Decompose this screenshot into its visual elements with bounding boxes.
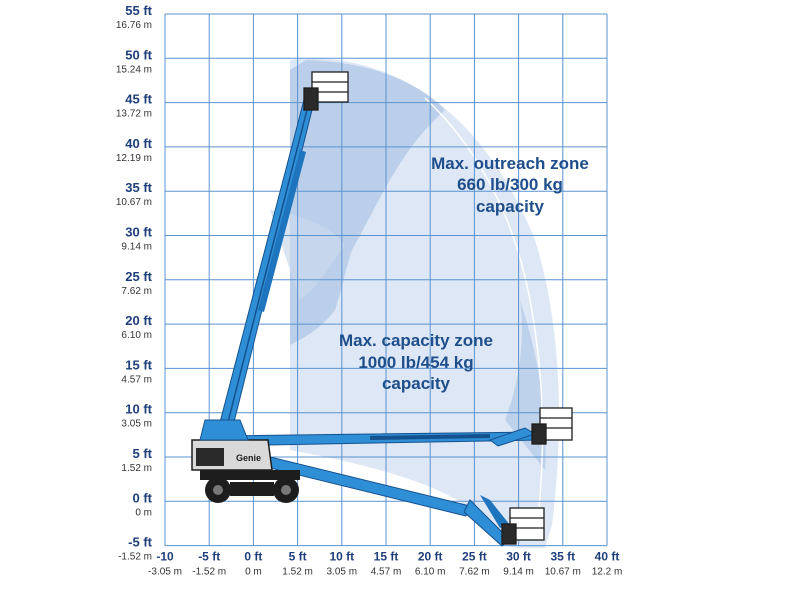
x-tick-label-m: -1.52 m	[192, 567, 226, 578]
y-tick-label-ft: 20 ft	[125, 313, 152, 328]
y-tick-label-m: 13.72 m	[116, 109, 152, 120]
capacity-zone-title: Max. capacity zone	[339, 331, 493, 350]
x-tick-label-ft: 25 ft	[462, 550, 487, 564]
working-envelope	[270, 58, 559, 548]
y-tick-label-ft: 30 ft	[125, 225, 152, 240]
x-tick-label-m: 7.62 m	[459, 567, 490, 578]
y-tick-label-m: 0 m	[135, 507, 152, 518]
y-tick-label-ft: 55 ft	[125, 3, 152, 18]
y-tick-label-m: 6.10 m	[121, 330, 152, 341]
y-tick-label-m: 10.67 m	[116, 197, 152, 208]
x-tick-label-ft: 30 ft	[506, 550, 531, 564]
x-tick-label-m: 4.57 m	[371, 567, 402, 578]
y-tick-label-m: 15.24 m	[116, 64, 152, 75]
x-tick-label-ft: 15 ft	[374, 550, 399, 564]
wheels	[205, 477, 299, 503]
y-tick-label-ft: 45 ft	[125, 92, 152, 107]
outreach-arc	[424, 97, 544, 521]
chassis: Genie	[191, 419, 300, 480]
y-tick-label-m: 7.62 m	[121, 286, 152, 297]
y-tick-label-m: 16.76 m	[116, 20, 152, 31]
y-tick-label-m: 1.52 m	[121, 463, 152, 474]
outreach-zone-capacity: 660 lb/300 kg	[457, 175, 563, 194]
x-tick-label-m: -3.05 m	[148, 567, 182, 578]
brand-logo: Genie	[236, 453, 261, 463]
inner-zone-boundary	[270, 210, 345, 300]
y-tick-label-ft: 15 ft	[125, 357, 152, 372]
y-tick-label-ft: 5 ft	[133, 446, 153, 461]
x-tick-label-ft: -5 ft	[198, 550, 220, 564]
y-tick-label-m: -1.52 m	[118, 552, 152, 563]
y-axis-labels: 55 ft 16.76 m 50 ft 15.24 m 45 ft 13.72 m 40 f…	[116, 3, 153, 563]
max-capacity-zone	[290, 60, 445, 345]
top-platform	[303, 71, 349, 111]
x-tick-label-m: 0 m	[245, 567, 262, 578]
y-tick-label-ft: 10 ft	[125, 402, 152, 417]
x-tick-label-m: 10.67 m	[545, 567, 581, 578]
outreach-zone-label: capacity	[476, 197, 545, 216]
x-tick-label-ft: 5 ft	[289, 550, 307, 564]
x-tick-label-ft: 40 ft	[595, 550, 620, 564]
x-axis-labels: -10 -3.05 m -5 ft -1.52 m 0 ft 0 m 5 ft 1.52 m 1…	[148, 550, 622, 578]
x-tick-label-m: 9.14 m	[503, 567, 534, 578]
x-tick-label-m: 6.10 m	[415, 567, 446, 578]
outreach-zone-title: Max. outreach zone	[431, 154, 589, 173]
y-tick-label-m: 4.57 m	[121, 374, 152, 385]
y-tick-label-m: 3.05 m	[121, 419, 152, 430]
boom-lift-illustration: Genie	[191, 71, 573, 547]
y-tick-label-ft: 0 ft	[133, 490, 153, 505]
x-tick-label-ft: 0 ft	[244, 550, 262, 564]
y-tick-label-m: 9.14 m	[121, 242, 152, 253]
horizontal-boom	[209, 427, 541, 447]
middle-platform	[531, 407, 573, 445]
x-tick-label-m: 1.52 m	[282, 567, 313, 578]
x-tick-label-ft: 10 ft	[329, 550, 354, 564]
capacity-zone-label: capacity	[382, 374, 451, 393]
y-tick-label-ft: 35 ft	[125, 180, 152, 195]
capacity-zone-capacity: 1000 lb/454 kg	[358, 353, 473, 372]
lower-platform	[501, 507, 545, 545]
raised-boom	[217, 95, 316, 431]
x-tick-label-ft: 35 ft	[550, 550, 575, 564]
x-tick-label-ft: -10	[156, 550, 174, 564]
x-tick-label-m: 3.05 m	[327, 567, 358, 578]
y-tick-label-ft: 50 ft	[125, 47, 152, 62]
below-grade-boom	[245, 451, 511, 547]
x-tick-label-m: 12.2 m	[592, 567, 623, 578]
y-tick-label-ft: 25 ft	[125, 269, 152, 284]
y-tick-label-ft: -5 ft	[128, 535, 153, 550]
x-tick-label-ft: 20 ft	[418, 550, 443, 564]
y-tick-label-ft: 40 ft	[125, 136, 152, 151]
y-tick-label-m: 12.19 m	[116, 153, 152, 164]
